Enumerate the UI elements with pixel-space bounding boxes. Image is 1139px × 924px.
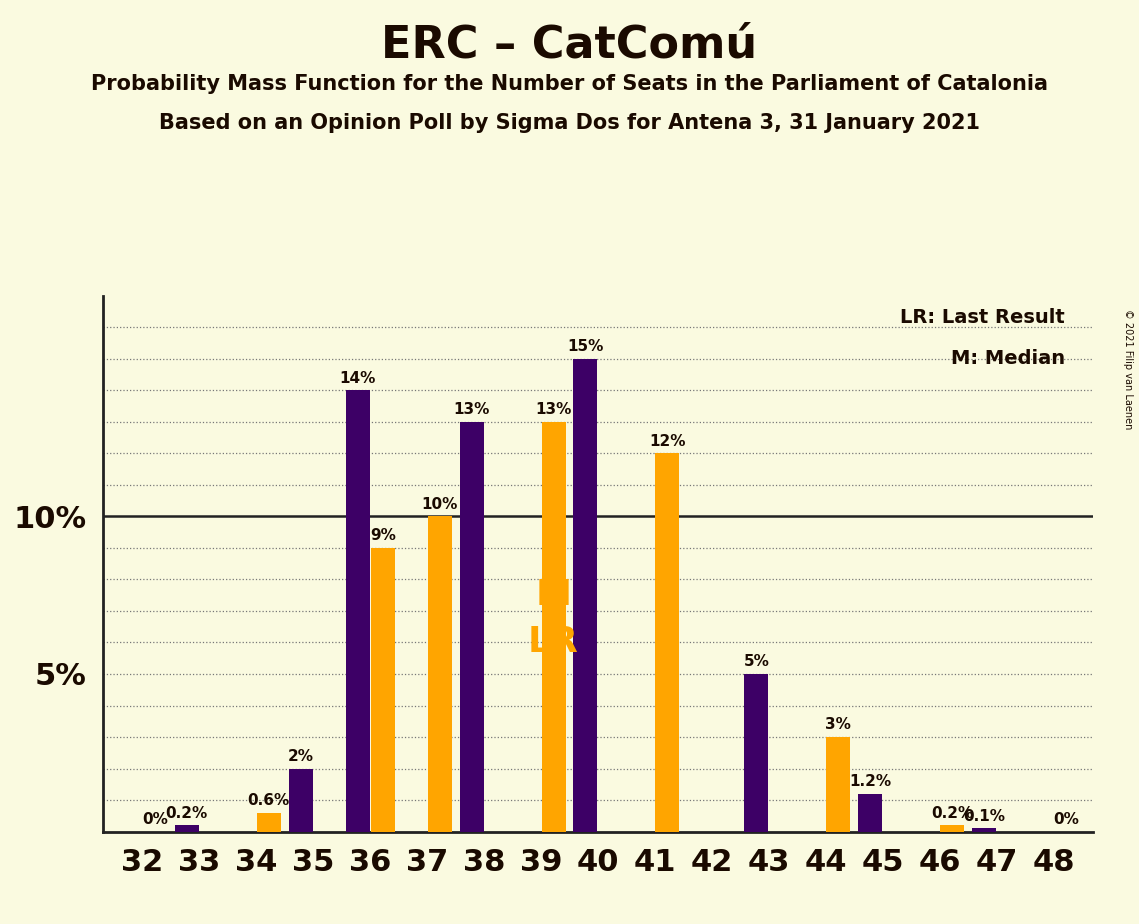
Text: M: M [535,578,572,613]
Bar [859,794,883,832]
Text: 9%: 9% [370,529,395,543]
Text: 3%: 3% [826,717,851,733]
Bar [574,359,598,832]
Text: LR: Last Result: LR: Last Result [900,309,1065,327]
Text: © 2021 Filip van Laenen: © 2021 Filip van Laenen [1123,310,1133,430]
Bar [973,829,995,832]
Text: 0.1%: 0.1% [964,808,1005,823]
Text: 0.2%: 0.2% [165,806,208,821]
Text: 2%: 2% [288,748,313,764]
Text: 12%: 12% [649,433,686,448]
Bar [745,674,768,832]
Text: 0%: 0% [142,812,167,827]
Bar [941,825,965,832]
Text: 13%: 13% [535,402,572,417]
Text: 0%: 0% [1054,812,1079,827]
Text: 15%: 15% [567,339,604,354]
Text: Based on an Opinion Poll by Sigma Dos for Antena 3, 31 January 2021: Based on an Opinion Poll by Sigma Dos fo… [159,113,980,133]
Bar [460,421,484,832]
Text: 0.6%: 0.6% [247,793,290,808]
Bar [257,813,281,832]
Bar [346,390,369,832]
Text: 5%: 5% [744,654,769,669]
Text: LR: LR [528,626,579,660]
Bar [371,548,394,832]
Text: 0.2%: 0.2% [931,806,974,821]
Text: Probability Mass Function for the Number of Seats in the Parliament of Catalonia: Probability Mass Function for the Number… [91,74,1048,94]
Bar [542,421,565,832]
Bar [428,517,451,832]
Text: 13%: 13% [453,402,490,417]
Bar [289,769,312,832]
Text: 10%: 10% [421,496,458,512]
Text: 14%: 14% [339,371,376,385]
Text: M: Median: M: Median [951,349,1065,369]
Text: ERC – CatComú: ERC – CatComú [382,23,757,67]
Bar [656,454,680,832]
Text: 1.2%: 1.2% [850,774,891,789]
Bar [175,825,199,832]
Bar [827,737,851,832]
